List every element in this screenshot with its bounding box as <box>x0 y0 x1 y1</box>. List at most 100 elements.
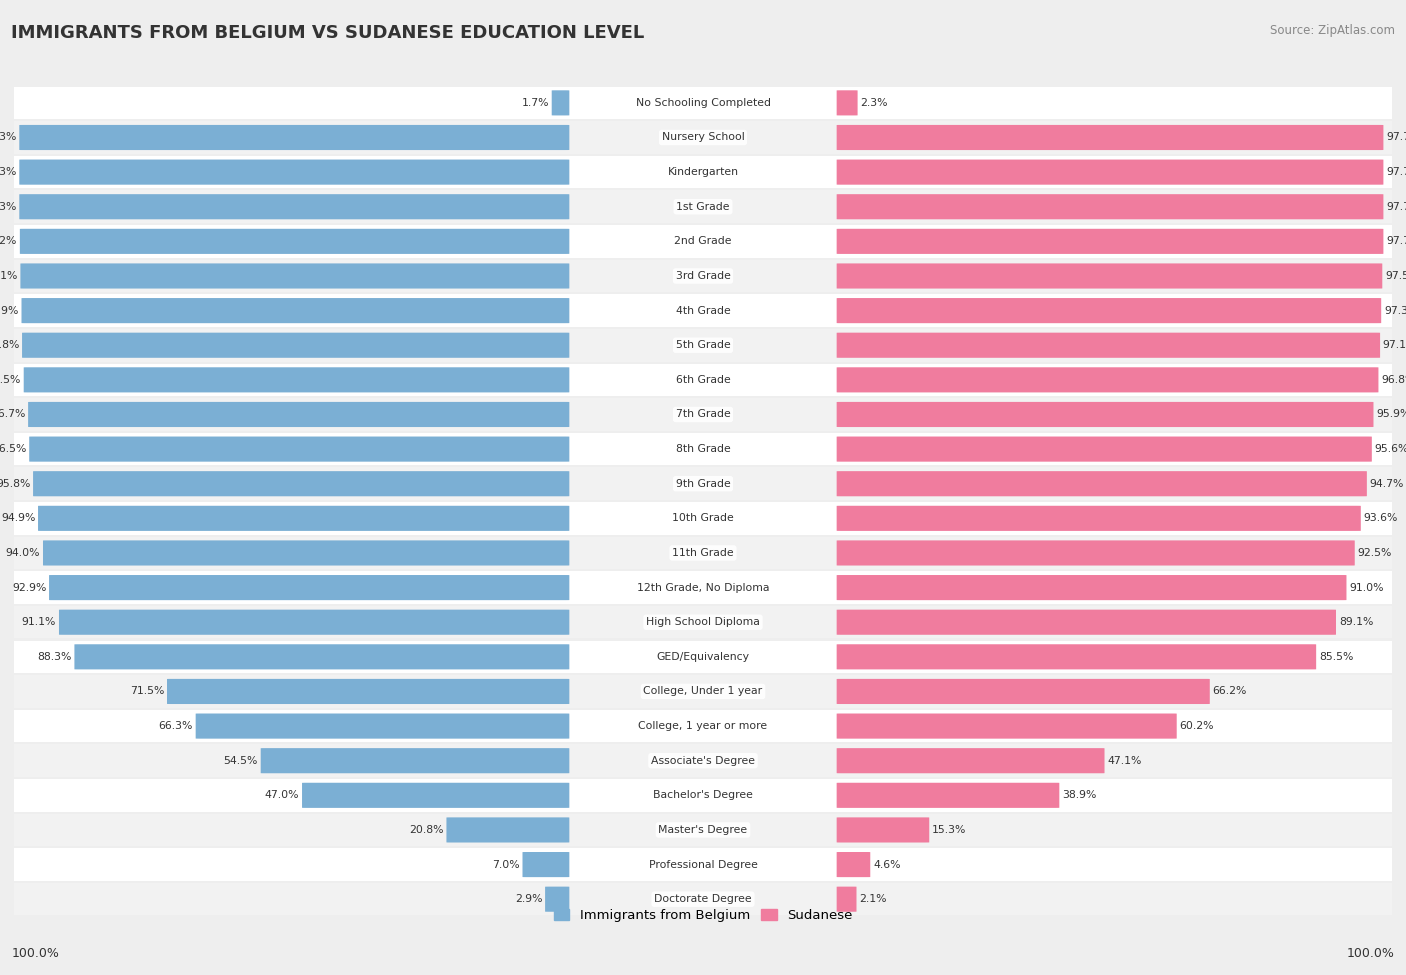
Text: 2.1%: 2.1% <box>859 894 887 904</box>
Text: 92.9%: 92.9% <box>11 583 46 593</box>
Text: Master's Degree: Master's Degree <box>658 825 748 835</box>
Legend: Immigrants from Belgium, Sudanese: Immigrants from Belgium, Sudanese <box>548 903 858 927</box>
Bar <box>14 641 1392 673</box>
Text: 4th Grade: 4th Grade <box>676 305 730 316</box>
Text: Professional Degree: Professional Degree <box>648 860 758 870</box>
FancyBboxPatch shape <box>24 368 569 392</box>
Text: 94.9%: 94.9% <box>1 514 35 524</box>
FancyBboxPatch shape <box>837 91 858 115</box>
Bar <box>14 329 1392 362</box>
Text: 66.3%: 66.3% <box>159 722 193 731</box>
Bar <box>14 779 1392 811</box>
FancyBboxPatch shape <box>49 575 569 601</box>
FancyBboxPatch shape <box>59 609 569 635</box>
Text: College, Under 1 year: College, Under 1 year <box>644 686 762 696</box>
Text: Associate's Degree: Associate's Degree <box>651 756 755 765</box>
Text: Kindergarten: Kindergarten <box>668 167 738 177</box>
Bar <box>14 710 1392 742</box>
FancyBboxPatch shape <box>837 783 1059 808</box>
FancyBboxPatch shape <box>837 368 1378 392</box>
Text: Doctorate Degree: Doctorate Degree <box>654 894 752 904</box>
Bar <box>14 259 1392 292</box>
Text: 11th Grade: 11th Grade <box>672 548 734 558</box>
FancyBboxPatch shape <box>837 298 1381 323</box>
FancyBboxPatch shape <box>837 714 1177 739</box>
Text: 97.7%: 97.7% <box>1386 133 1406 142</box>
Text: 47.1%: 47.1% <box>1108 756 1142 765</box>
Text: 97.7%: 97.7% <box>1386 167 1406 177</box>
Text: 7.0%: 7.0% <box>492 860 520 870</box>
Text: 89.1%: 89.1% <box>1339 617 1374 627</box>
Text: 91.0%: 91.0% <box>1350 583 1384 593</box>
FancyBboxPatch shape <box>260 748 569 773</box>
Text: 96.5%: 96.5% <box>0 444 27 454</box>
FancyBboxPatch shape <box>20 194 569 219</box>
Bar <box>14 87 1392 119</box>
Text: 96.7%: 96.7% <box>0 410 25 419</box>
Text: 100.0%: 100.0% <box>1347 947 1395 960</box>
FancyBboxPatch shape <box>837 125 1384 150</box>
Text: 2nd Grade: 2nd Grade <box>675 236 731 247</box>
Text: 97.5%: 97.5% <box>0 374 21 385</box>
Text: 100.0%: 100.0% <box>11 947 59 960</box>
FancyBboxPatch shape <box>44 540 569 566</box>
Text: 12th Grade, No Diploma: 12th Grade, No Diploma <box>637 583 769 593</box>
FancyBboxPatch shape <box>837 332 1381 358</box>
FancyBboxPatch shape <box>523 852 569 878</box>
Text: 71.5%: 71.5% <box>129 686 165 696</box>
Text: 97.7%: 97.7% <box>1386 202 1406 212</box>
Text: No Schooling Completed: No Schooling Completed <box>636 98 770 108</box>
Text: 85.5%: 85.5% <box>1319 652 1354 662</box>
FancyBboxPatch shape <box>837 748 1105 773</box>
Text: 47.0%: 47.0% <box>264 791 299 800</box>
Bar <box>14 814 1392 846</box>
Text: 2.3%: 2.3% <box>860 98 887 108</box>
Text: 10th Grade: 10th Grade <box>672 514 734 524</box>
Bar <box>14 745 1392 777</box>
Bar <box>14 848 1392 880</box>
Text: 97.9%: 97.9% <box>0 305 18 316</box>
Text: 98.3%: 98.3% <box>0 202 17 212</box>
Text: 95.9%: 95.9% <box>1376 410 1406 419</box>
Bar <box>14 156 1392 188</box>
Text: GED/Equivalency: GED/Equivalency <box>657 652 749 662</box>
Bar <box>14 536 1392 569</box>
FancyBboxPatch shape <box>546 886 569 912</box>
Text: 94.7%: 94.7% <box>1369 479 1405 488</box>
Text: 97.5%: 97.5% <box>1385 271 1406 281</box>
Text: 6th Grade: 6th Grade <box>676 374 730 385</box>
Bar <box>14 190 1392 223</box>
Text: Bachelor's Degree: Bachelor's Degree <box>652 791 754 800</box>
Text: 60.2%: 60.2% <box>1180 722 1213 731</box>
Text: Source: ZipAtlas.com: Source: ZipAtlas.com <box>1270 24 1395 37</box>
Bar <box>14 225 1392 257</box>
FancyBboxPatch shape <box>837 609 1336 635</box>
FancyBboxPatch shape <box>20 160 569 184</box>
Text: 98.3%: 98.3% <box>0 133 17 142</box>
Text: 38.9%: 38.9% <box>1062 791 1097 800</box>
FancyBboxPatch shape <box>837 471 1367 496</box>
Bar <box>14 398 1392 431</box>
Text: 94.0%: 94.0% <box>6 548 41 558</box>
Text: 66.2%: 66.2% <box>1212 686 1247 696</box>
Text: 2.9%: 2.9% <box>515 894 543 904</box>
FancyBboxPatch shape <box>837 852 870 878</box>
Bar <box>14 433 1392 465</box>
FancyBboxPatch shape <box>837 679 1209 704</box>
Text: College, 1 year or more: College, 1 year or more <box>638 722 768 731</box>
Text: 9th Grade: 9th Grade <box>676 479 730 488</box>
FancyBboxPatch shape <box>837 194 1384 219</box>
Text: 3rd Grade: 3rd Grade <box>675 271 731 281</box>
FancyBboxPatch shape <box>195 714 569 739</box>
FancyBboxPatch shape <box>837 402 1374 427</box>
FancyBboxPatch shape <box>38 506 569 531</box>
Text: 15.3%: 15.3% <box>932 825 966 835</box>
FancyBboxPatch shape <box>21 263 569 289</box>
Bar <box>14 675 1392 708</box>
FancyBboxPatch shape <box>837 886 856 912</box>
FancyBboxPatch shape <box>447 817 569 842</box>
Bar <box>14 502 1392 534</box>
FancyBboxPatch shape <box>837 229 1384 254</box>
Bar <box>14 883 1392 916</box>
FancyBboxPatch shape <box>302 783 569 808</box>
